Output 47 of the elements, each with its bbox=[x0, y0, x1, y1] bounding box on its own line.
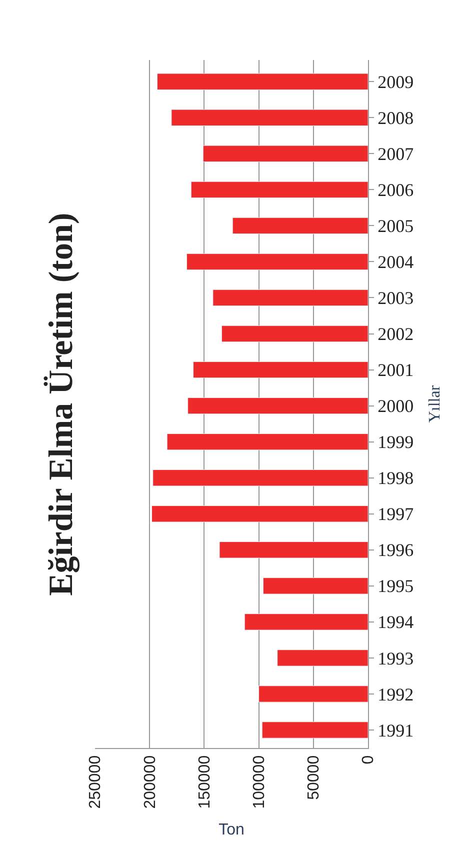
y-tick-label: 1991 bbox=[378, 720, 414, 740]
x-tick-label: 150000 bbox=[196, 755, 214, 809]
y-tick-label: 1992 bbox=[378, 684, 414, 704]
bar bbox=[152, 469, 368, 486]
x-tick-label: 0 bbox=[360, 755, 378, 764]
text: Eğirdir Elma Üretim (ton) bbox=[42, 212, 80, 596]
bar bbox=[244, 614, 368, 630]
y-tick-label: 2004 bbox=[378, 252, 414, 272]
y-tick-label: 2000 bbox=[378, 396, 414, 416]
x-tick-label: 100000 bbox=[251, 755, 268, 809]
y-tick-label: 2005 bbox=[378, 216, 414, 236]
bar bbox=[277, 650, 368, 666]
x-tick-label: 50000 bbox=[306, 755, 323, 800]
bar bbox=[190, 181, 368, 198]
y-tick-label: 2001 bbox=[378, 360, 414, 380]
bar bbox=[221, 325, 368, 342]
y-axis-title: Yıllar bbox=[426, 384, 444, 423]
y-tick-label: 1994 bbox=[378, 612, 414, 632]
y-tick-label: 2009 bbox=[378, 72, 414, 92]
y-tick-label: 1998 bbox=[378, 468, 414, 488]
bar bbox=[232, 217, 368, 234]
bar bbox=[186, 253, 368, 270]
y-tick-label: 2003 bbox=[378, 288, 414, 308]
bar bbox=[156, 73, 368, 90]
bar bbox=[212, 289, 368, 306]
bar bbox=[262, 722, 368, 738]
bar bbox=[152, 506, 368, 522]
y-tick-label: 2007 bbox=[378, 144, 414, 164]
y-tick-label: 2008 bbox=[378, 108, 414, 128]
x-axis-title: Ton bbox=[218, 821, 244, 838]
bar bbox=[219, 542, 368, 558]
bar bbox=[171, 109, 368, 126]
y-tick-label: 1997 bbox=[378, 504, 414, 524]
y-tick-label: 1993 bbox=[378, 648, 414, 668]
bar bbox=[202, 145, 368, 162]
y-tick-label: 2006 bbox=[378, 180, 414, 200]
bar bbox=[188, 397, 368, 414]
y-tick-label: 1995 bbox=[378, 576, 414, 596]
x-tick-label: 250000 bbox=[87, 755, 104, 809]
bar bbox=[258, 686, 368, 702]
y-tick-label: 1999 bbox=[378, 432, 414, 452]
bar bbox=[262, 578, 368, 594]
x-tick-label: 200000 bbox=[142, 755, 159, 809]
bar bbox=[193, 361, 368, 378]
bar bbox=[166, 433, 368, 450]
y-tick-label: 2002 bbox=[378, 324, 414, 344]
y-tick-label: 1996 bbox=[378, 540, 414, 560]
